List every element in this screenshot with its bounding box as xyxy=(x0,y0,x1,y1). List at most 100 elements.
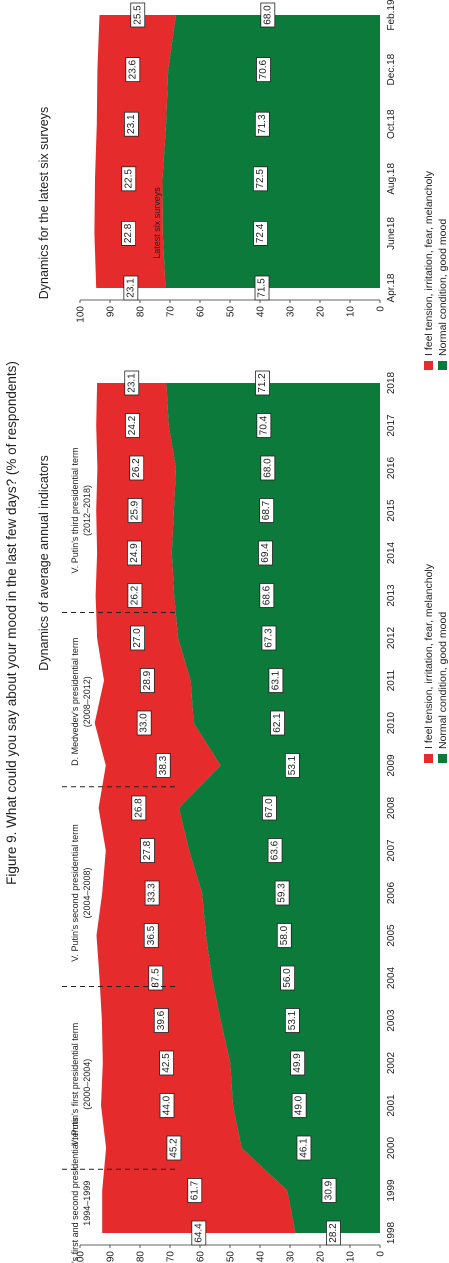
data-label-positive: 49.9 xyxy=(290,1050,306,1076)
data-label-negative: 23.6 xyxy=(125,57,141,82)
data-label-negative: 26.8 xyxy=(131,795,147,821)
data-label-negative-text: 33.0 xyxy=(139,713,150,733)
data-label-negative: 64.4 xyxy=(191,1220,207,1246)
y-tick-label: 50 xyxy=(226,1251,237,1263)
data-label-negative: 27.0 xyxy=(130,625,146,651)
x-tick-label: 1999 xyxy=(386,1179,397,1202)
data-label-negative-frame xyxy=(130,625,146,651)
x-tick-label: 2006 xyxy=(386,881,397,904)
x-tick-label: 2011 xyxy=(386,669,397,691)
data-label-positive-frame xyxy=(270,710,285,736)
data-label-negative-text: 26.2 xyxy=(129,585,140,605)
period-years: 1994–1999 xyxy=(82,1181,92,1226)
data-label-positive-text: 56.0 xyxy=(282,968,293,988)
data-label-negative-text: 27.0 xyxy=(132,628,143,648)
x-tick-label: 2004 xyxy=(386,966,397,989)
data-label-negative-frame xyxy=(129,455,145,481)
data-label-negative: 36.5 xyxy=(143,923,159,948)
period-label: D. Medvedev's presidential term xyxy=(70,638,80,766)
x-tick-label: 2015 xyxy=(386,499,397,522)
data-label-positive-text: 53.1 xyxy=(287,1010,298,1030)
y-tick-label: 60 xyxy=(196,1251,207,1263)
data-label-negative: 45.2 xyxy=(166,1135,182,1161)
data-label-positive-text: 68.6 xyxy=(261,585,272,605)
x-tick-label: Oct.18 xyxy=(386,109,397,139)
data-label-negative: 24.9 xyxy=(127,540,142,566)
data-label-negative-text: 22.5 xyxy=(123,169,134,189)
data-label-negative: 42.5 xyxy=(159,1050,174,1076)
data-label-negative-frame xyxy=(153,1008,169,1033)
data-label-positive: 70.4 xyxy=(256,413,272,438)
recent-area-chart: 0 10 20 30 40 50 60 70 80 90 100 Apr.18 June18 Aug.18… xyxy=(76,0,398,323)
data-label-positive: 30.9 xyxy=(321,1178,337,1203)
data-label-positive: 68.6 xyxy=(259,583,275,608)
data-label-negative: 27.8 xyxy=(140,838,155,863)
data-label-positive: 53.1 xyxy=(284,1008,300,1033)
recent-chart-subtitle: Dynamics for the latest six surveys xyxy=(37,107,51,299)
data-label-negative-text: 25.5 xyxy=(132,5,143,25)
data-label-negative: 23.1 xyxy=(123,275,139,301)
data-label-positive-frame xyxy=(260,455,276,481)
x-tick-label: Aug.18 xyxy=(386,163,397,195)
data-label-negative-frame xyxy=(139,668,155,693)
x-tick-label: Dec.18 xyxy=(386,53,397,85)
x-tick-label: 2007 xyxy=(386,839,397,862)
data-label-positive: 72.5 xyxy=(252,166,268,192)
data-label-negative-frame xyxy=(130,2,146,28)
data-label-positive-frame xyxy=(258,540,273,566)
data-label-negative: 22.8 xyxy=(121,221,136,246)
data-label-positive-frame xyxy=(291,1093,307,1118)
data-label-negative-text: 25.9 xyxy=(130,500,141,520)
legend-swatch-negative xyxy=(424,361,433,370)
data-label-negative-text: 23.1 xyxy=(126,114,137,134)
data-label-negative-text: 23.6 xyxy=(127,59,138,79)
y-tick-label: 10 xyxy=(346,1251,357,1263)
data-label-positive-frame xyxy=(259,583,275,608)
y-tick-label: 60 xyxy=(196,306,207,318)
x-tick-label: 2005 xyxy=(386,924,397,947)
data-label-negative-frame xyxy=(155,753,171,778)
data-label-positive-text: 71.3 xyxy=(257,114,268,134)
data-label-positive-text: 62.1 xyxy=(272,713,283,733)
data-label-negative-frame xyxy=(166,1135,182,1161)
data-label-positive-text: 49.9 xyxy=(292,1053,303,1073)
data-label-positive-text: 71.2 xyxy=(257,373,268,393)
data-label-negative-frame xyxy=(124,111,139,137)
data-label-positive-text: 71.5 xyxy=(257,278,268,298)
data-label-positive-frame xyxy=(321,1178,337,1203)
data-label-positive-text: 67.0 xyxy=(264,798,275,818)
x-tick-label: 1998 xyxy=(386,1221,397,1244)
data-label-positive-frame xyxy=(255,370,270,396)
data-label-negative-frame xyxy=(127,540,142,566)
recent-legend: I feel tension, irritation, fear, melanc… xyxy=(423,170,449,370)
x-tick-label: 2008 xyxy=(386,796,397,819)
data-label-negative: 44.0 xyxy=(159,1093,175,1118)
period-years: (2000–2004) xyxy=(82,1059,92,1110)
data-label-positive: 67.0 xyxy=(262,795,277,821)
data-label-negative-text: 61.7 xyxy=(189,1180,200,1200)
data-label-negative: 61.7 xyxy=(187,1178,203,1203)
data-label-negative-frame xyxy=(143,923,159,948)
data-label-positive-frame xyxy=(268,668,284,693)
data-label-positive-text: 72.5 xyxy=(255,169,266,189)
data-label-positive-text: 68.7 xyxy=(261,500,272,520)
data-label-positive-frame xyxy=(280,965,296,991)
y-tick-label: 0 xyxy=(376,1251,387,1257)
data-label-positive: 71.2 xyxy=(255,370,270,396)
data-label-positive-text: 53.1 xyxy=(287,755,298,775)
data-label-positive: 46.1 xyxy=(296,1135,312,1161)
data-label-negative: 23.1 xyxy=(124,111,139,137)
data-label-negative-text: 28.9 xyxy=(142,670,153,690)
data-label-positive: 28.2 xyxy=(326,1220,341,1246)
x-tick-label: 2009 xyxy=(386,754,397,777)
data-label-positive-text: 72.4 xyxy=(255,223,266,243)
data-label-negative-text: 33.3 xyxy=(147,883,158,903)
data-label-positive: 56.0 xyxy=(280,965,296,991)
y-tick-label: 70 xyxy=(166,1251,177,1263)
legend-label-negative: I feel tension, irritation, fear, melanc… xyxy=(423,563,435,749)
legend-swatch-positive xyxy=(438,361,447,370)
data-label-negative-frame xyxy=(191,1220,207,1246)
data-label-positive-text: 28.2 xyxy=(328,1223,339,1243)
data-label-positive: 72.4 xyxy=(253,221,268,246)
